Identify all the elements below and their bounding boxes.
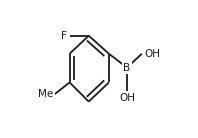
- Text: B: B: [123, 63, 130, 73]
- Text: F: F: [61, 31, 66, 41]
- Text: OH: OH: [119, 93, 135, 103]
- Text: Me: Me: [38, 89, 54, 99]
- Text: OH: OH: [144, 49, 160, 59]
